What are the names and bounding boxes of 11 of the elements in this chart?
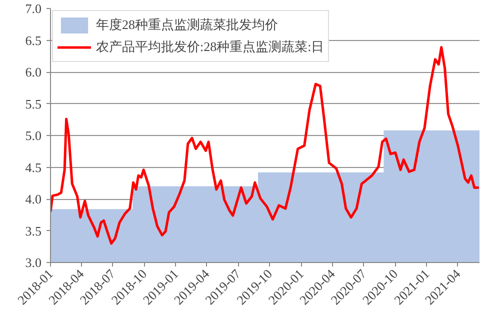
legend-label: 农产品平均批发价:28种重点监测蔬菜:日 (96, 38, 324, 56)
legend-label: 年度28种重点监测蔬菜批发均价 (96, 16, 278, 34)
y-tick-label: 6.0 (25, 64, 42, 80)
y-tick-label: 4.0 (25, 192, 42, 206)
y-tick-label: 7.0 (25, 1, 42, 16)
y-tick-label: 3.0 (25, 255, 42, 270)
y-tick-label: 3.5 (25, 223, 42, 238)
y-tick-label: 5.5 (25, 96, 42, 112)
y-tick-label: 5.0 (25, 128, 42, 143)
y-tick-label: 6.5 (25, 32, 42, 48)
y-tick-label: 4.5 (25, 160, 42, 175)
